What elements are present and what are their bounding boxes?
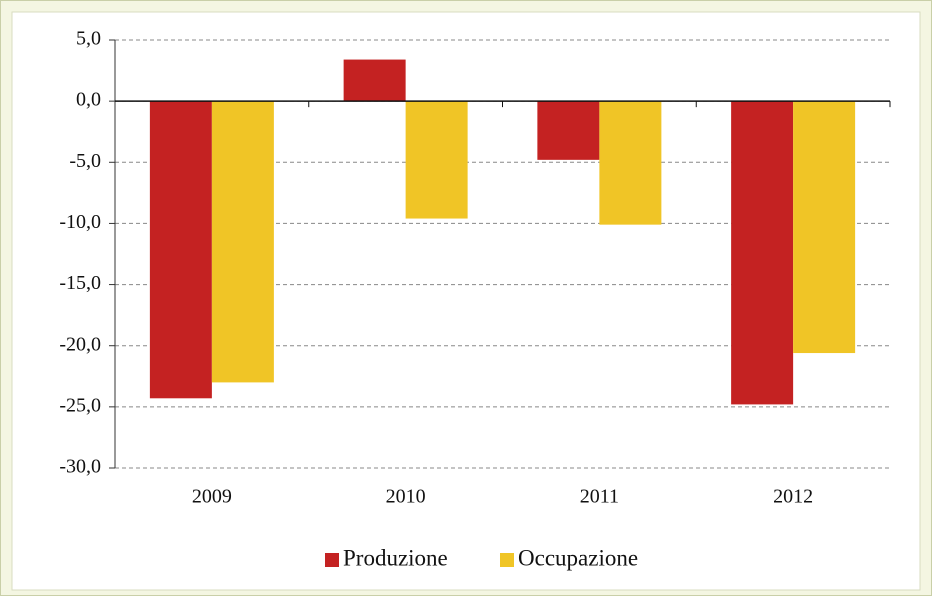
x-tick-label: 2012 — [773, 486, 813, 508]
x-tick-label: 2009 — [192, 486, 232, 508]
legend-swatch — [500, 553, 514, 567]
bar — [149, 101, 212, 399]
bar — [537, 101, 600, 160]
y-tick-label: 0,0 — [76, 89, 101, 111]
bar — [731, 101, 794, 405]
bar — [793, 101, 856, 354]
y-tick-label: -10,0 — [59, 211, 101, 233]
bar — [211, 101, 274, 383]
y-tick-label: 5,0 — [76, 28, 101, 50]
y-tick-label: -20,0 — [59, 333, 101, 355]
bar — [599, 101, 662, 225]
legend-label: Produzione — [343, 545, 448, 570]
bar — [343, 59, 406, 102]
legend-label: Occupazione — [518, 545, 638, 570]
x-tick-label: 2010 — [386, 486, 426, 508]
x-tick-label: 2011 — [580, 486, 619, 508]
y-tick-label: -25,0 — [59, 394, 101, 416]
y-tick-label: -30,0 — [59, 456, 101, 478]
bar — [405, 101, 468, 219]
legend-swatch — [325, 553, 339, 567]
y-tick-label: -15,0 — [59, 272, 101, 294]
y-tick-label: -5,0 — [69, 150, 101, 172]
